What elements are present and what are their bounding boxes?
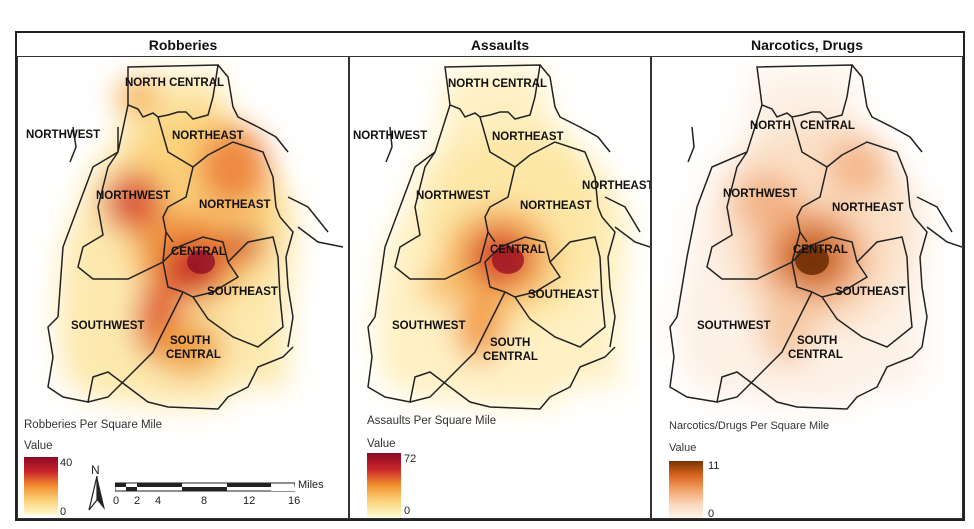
map-frame: NORTH CENTRAL NORTHWEST NORTHEAST NORTHW… [349, 56, 651, 519]
label-north-central: NORTH CENTRAL [125, 77, 224, 89]
legend-value-label: Value [669, 442, 697, 454]
legend-title: Narcotics/Drugs Per Square Mile [669, 420, 830, 432]
scale-tick: 8 [201, 495, 208, 507]
legend-color-ramp [669, 461, 703, 518]
label-northwest: NORTHWEST [416, 190, 490, 202]
narcotics-heatmap: NORTH CENTRAL NORTHWEST NORTHEAST CENTRA… [669, 64, 962, 410]
legend-color-ramp [24, 457, 58, 515]
label-south-central-2: CENTRAL [788, 349, 843, 361]
label-south-central-2: CENTRAL [166, 349, 221, 361]
label-northeast: NORTHEAST [492, 131, 564, 143]
panel-narcotics-drugs: Narcotics, Drugs [651, 33, 963, 519]
panel-title: Assaults [470, 37, 530, 53]
label-central: CENTRAL [171, 246, 226, 258]
label-southwest: SOUTHWEST [392, 320, 465, 332]
label-south-central-1: SOUTH [490, 337, 530, 349]
label-southwest: SOUTHWEST [71, 320, 144, 332]
legend-value-label: Value [367, 438, 396, 450]
label-southeast: SOUTHEAST [207, 286, 278, 298]
north-letter: N [91, 464, 100, 477]
label-south-central-1: SOUTH [797, 335, 837, 347]
label-north-central-b: CENTRAL [800, 120, 855, 132]
label-northeast: NORTHEAST [832, 202, 904, 214]
label-northwest: NORTHWEST [353, 130, 427, 142]
robberies-heatmap: NORTH CENTRAL NORTHWEST NORTHEAST NORTHW… [26, 64, 344, 410]
label-southeast: SOUTHEAST [528, 289, 599, 301]
label-central: CENTRAL [793, 244, 848, 256]
label-south-central-2: CENTRAL [483, 351, 538, 363]
panel-title: Robberies [148, 37, 218, 53]
legend-title: Robberies Per Square Mile [24, 419, 163, 431]
label-southeast: SOUTHEAST [835, 286, 906, 298]
scale-tick: 0 [113, 495, 120, 507]
label-northeast: NORTHEAST [520, 200, 592, 212]
label-northwest: NORTHWEST [26, 129, 100, 141]
legend-min: 0 [404, 505, 411, 517]
label-northwest: NORTHWEST [723, 188, 797, 200]
map-layout-frame: Robberies [15, 31, 965, 521]
scale-tick: 16 [288, 495, 301, 507]
legend-max: 11 [708, 460, 720, 472]
legend-value-label: Value [24, 440, 53, 452]
label-northeast: NORTHEAST [172, 130, 244, 142]
scale-bar [115, 482, 295, 492]
panel-title: Narcotics, Drugs [750, 37, 864, 53]
panel-robberies: Robberies [17, 33, 349, 519]
label-north-central: NORTH CENTRAL [448, 78, 547, 90]
label-central: CENTRAL [490, 244, 545, 256]
map-frame: NORTH CENTRAL NORTHWEST NORTHEAST CENTRA… [651, 56, 963, 519]
label-southwest: SOUTHWEST [697, 320, 770, 332]
scale-tick: 2 [134, 495, 141, 507]
legend-max: 40 [60, 457, 73, 469]
legend-title: Assaults Per Square Mile [367, 415, 497, 427]
panel-assaults: Assaults [349, 33, 651, 519]
assaults-heatmap: NORTH CENTRAL NORTHWEST NORTHEAST NORTHW… [353, 64, 651, 410]
label-northwest: NORTHWEST [96, 190, 170, 202]
map-frame: NORTH CENTRAL NORTHWEST NORTHEAST NORTHW… [17, 56, 349, 519]
label-northeast: NORTHEAST [199, 199, 271, 211]
legend-min: 0 [60, 506, 67, 518]
scale-tick: 12 [243, 495, 256, 507]
legend-max: 72 [404, 453, 417, 465]
label-south-central-1: SOUTH [170, 335, 210, 347]
label-north-central-a: NORTH [750, 120, 791, 132]
north-arrow-icon: N [88, 464, 105, 511]
label-northeast: NORTHEAST [582, 180, 651, 192]
scale-unit: Miles [298, 479, 324, 491]
scale-tick: 4 [155, 495, 162, 507]
legend-color-ramp [367, 453, 401, 517]
legend-min: 0 [708, 508, 715, 519]
